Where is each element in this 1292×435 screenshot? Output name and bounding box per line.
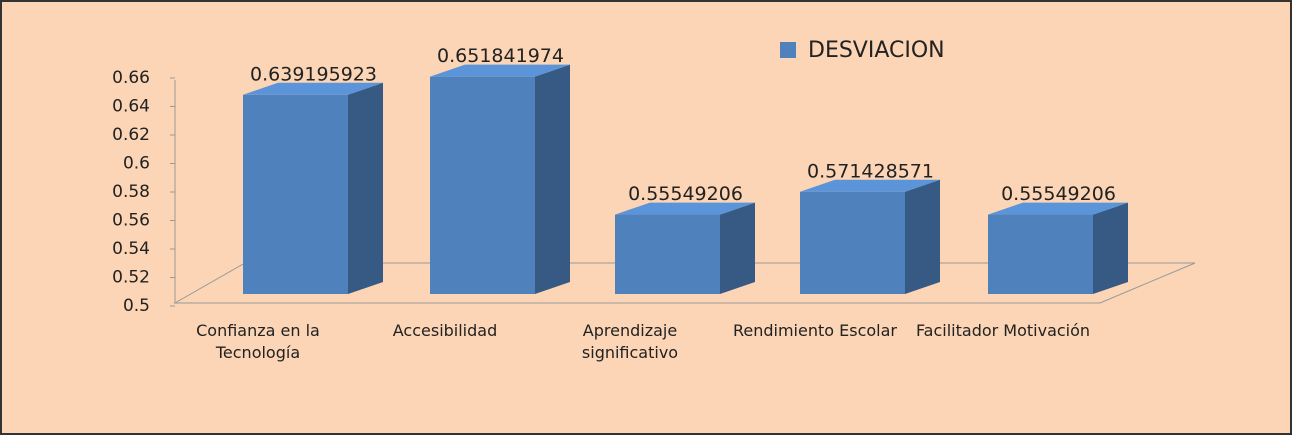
x-tick-label: Facilitador Motivación — [915, 321, 1091, 340]
value-label: 0.651841974 — [437, 45, 564, 67]
bar-side — [720, 202, 755, 294]
bar-top — [800, 179, 940, 192]
floor — [173, 262, 1196, 304]
legend-swatch — [780, 42, 796, 58]
bar — [800, 179, 940, 294]
y-tick-label: 0.6 — [123, 154, 150, 174]
bar — [243, 82, 383, 294]
bar-front — [615, 214, 720, 294]
x-tick-label-box: Aprendizaje significativo — [581, 321, 679, 362]
bar-top — [988, 202, 1128, 215]
y-tick-label: 0.66 — [112, 68, 150, 88]
bar — [988, 202, 1128, 294]
x-tick-label: Accesibilidad — [392, 321, 498, 340]
y-tick-label: 0.54 — [112, 239, 150, 259]
x-tick-label-box: Facilitador Motivación — [915, 321, 1091, 340]
y-tick-label: 0.64 — [112, 97, 150, 117]
y-tick-label: 0.62 — [112, 125, 150, 145]
bar — [615, 202, 755, 294]
y-tick-label: 0.58 — [112, 182, 150, 202]
bar-top — [430, 64, 570, 77]
bar-front — [800, 191, 905, 294]
x-tick-label-box: Confianza en la Tecnología — [196, 321, 320, 362]
bar-side — [905, 179, 940, 294]
x-tick-label-box: Rendimiento Escolar — [732, 321, 897, 340]
value-label: 0.55549206 — [1001, 183, 1116, 205]
value-label: 0.571428571 — [807, 160, 934, 182]
bar-front — [243, 94, 348, 294]
y-tick-label: 0.56 — [112, 211, 150, 231]
y-tick-label: 0.5 — [123, 296, 150, 316]
value-label: 0.639195923 — [250, 63, 377, 85]
bar-side — [1093, 202, 1128, 294]
x-tick-label: Aprendizaje significativo — [581, 321, 679, 362]
bar-front — [988, 214, 1093, 294]
value-label: 0.55549206 — [628, 183, 743, 205]
x-tick-label-box: Accesibilidad — [392, 321, 498, 340]
x-tick-label: Rendimiento Escolar — [732, 321, 897, 340]
y-tick-label: 0.52 — [112, 268, 150, 288]
bar-front — [430, 76, 535, 294]
bar — [430, 64, 570, 294]
legend-label: DESVIACION — [808, 38, 945, 63]
bar-side — [348, 82, 383, 294]
bar-top — [615, 202, 755, 215]
bar-side — [535, 64, 570, 294]
bar-top — [243, 82, 383, 95]
x-tick-label: Confianza en la Tecnología — [196, 321, 320, 362]
